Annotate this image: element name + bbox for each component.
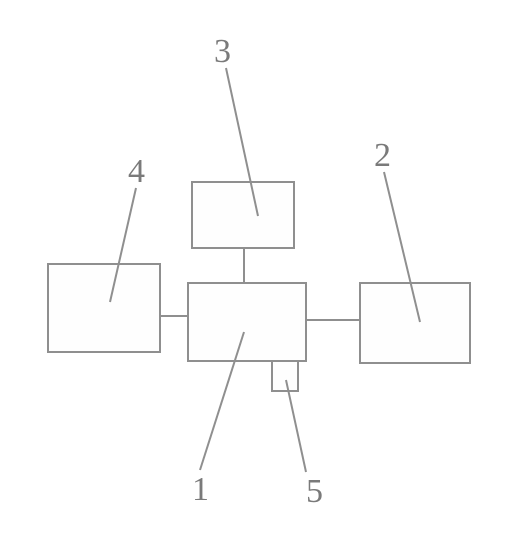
box-b4 xyxy=(48,264,160,352)
box-b5 xyxy=(272,361,298,391)
box-b3 xyxy=(192,182,294,248)
box-b1 xyxy=(188,283,306,361)
box-b2 xyxy=(360,283,470,363)
leader-line-l5 xyxy=(286,380,306,472)
label-l5: 5 xyxy=(306,473,323,510)
block-diagram: 1 2 3 4 5 xyxy=(0,0,520,554)
label-l3: 3 xyxy=(214,33,231,70)
label-l4: 4 xyxy=(128,153,145,190)
label-l1: 1 xyxy=(192,471,209,508)
label-l2: 2 xyxy=(374,137,391,174)
